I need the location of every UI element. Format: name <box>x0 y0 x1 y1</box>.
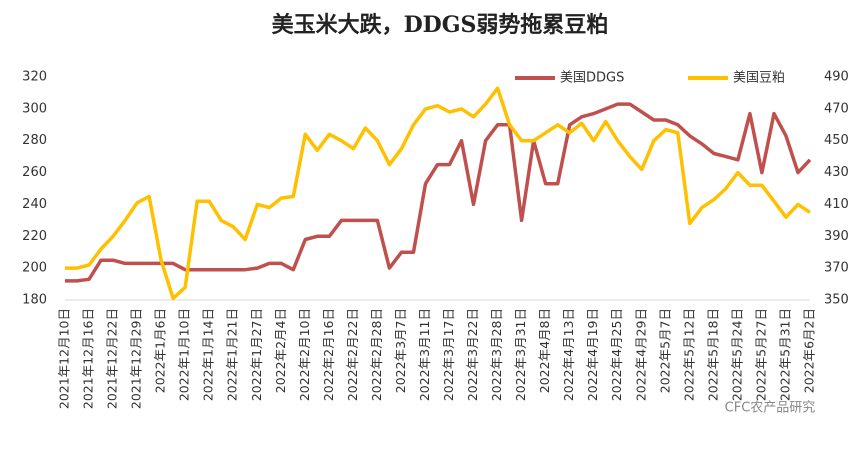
x-tick-label: 2022年1月10日 <box>177 308 192 401</box>
x-tick-label: 2022年2月22日 <box>345 308 360 401</box>
chart-title: 美玉米大跌，DDGS弱势拖累豆粕 <box>272 12 609 38</box>
y-tick-label: 180 <box>22 293 47 308</box>
x-tick-label: 2022年1月6日 <box>153 308 168 393</box>
x-tick-label: 2022年4月25日 <box>609 308 624 401</box>
x-tick-label: 2021年12月16日 <box>81 308 96 409</box>
x-tick-label: 2022年5月31日 <box>777 308 792 401</box>
x-tick-label: 2022年4月8日 <box>537 308 552 393</box>
x-tick-label: 2022年3月11日 <box>417 308 432 401</box>
legend-label: 美国DDGS <box>560 71 624 86</box>
x-tick-label: 2022年3月22日 <box>465 308 480 401</box>
x-tick-label: 2022年3月31日 <box>513 308 528 401</box>
y2-tick-label: 370 <box>824 261 849 276</box>
y-tick-label: 240 <box>22 197 47 212</box>
y-tick-label: 280 <box>22 133 47 148</box>
y2-tick-label: 430 <box>824 165 849 180</box>
y2-tick-label: 450 <box>824 133 849 148</box>
series-line <box>65 102 812 283</box>
y2-tick-label: 470 <box>824 101 849 116</box>
x-tick-label: 2022年2月16日 <box>321 308 336 401</box>
y-tick-label: 260 <box>22 165 47 180</box>
x-tick-label: 2022年1月21日 <box>225 308 240 401</box>
y2-tick-label: 410 <box>824 197 849 212</box>
x-tick-label: 2021年12月29日 <box>129 308 144 409</box>
y-tick-label: 220 <box>22 229 47 244</box>
x-tick-label: 2022年2月4日 <box>273 308 288 393</box>
x-tick-label: 2022年3月17日 <box>441 308 456 401</box>
x-tick-label: 2022年1月27日 <box>249 308 264 401</box>
x-tick-label: 2022年5月7日 <box>657 308 672 393</box>
x-tick-label: 2022年5月27日 <box>753 308 768 401</box>
y2-tick-label: 390 <box>824 229 849 244</box>
x-tick-label: 2022年3月28日 <box>489 308 504 401</box>
y-tick-label: 200 <box>22 261 47 276</box>
x-tick-label: 2022年1月14日 <box>201 308 216 401</box>
legend-label: 美国豆粕 <box>733 71 785 86</box>
x-tick-label: 2021年12月10日 <box>57 308 72 409</box>
x-tick-label: 2022年6月2日 <box>802 308 817 393</box>
x-tick-label: 2021年12月22日 <box>105 308 120 409</box>
x-tick-label: 2022年5月24日 <box>729 308 744 401</box>
x-tick-label: 2022年2月28日 <box>369 308 384 401</box>
x-tick-label: 2022年5月12日 <box>681 308 696 401</box>
y-tick-label: 320 <box>22 70 47 85</box>
y2-tick-label: 350 <box>824 293 849 308</box>
x-tick-label: 2022年4月29日 <box>633 308 648 401</box>
x-tick-label: 2022年3月7日 <box>393 308 408 393</box>
watermark: CFC农产品研究 <box>725 401 816 416</box>
y2-tick-label: 490 <box>824 70 849 85</box>
x-tick-label: 2022年4月13日 <box>561 308 576 401</box>
x-tick-label: 2022年4月19日 <box>585 308 600 401</box>
x-tick-label: 2022年2月10日 <box>297 308 312 401</box>
y-tick-label: 300 <box>22 101 47 116</box>
x-tick-label: 2022年5月18日 <box>705 308 720 401</box>
series-line <box>65 86 811 301</box>
